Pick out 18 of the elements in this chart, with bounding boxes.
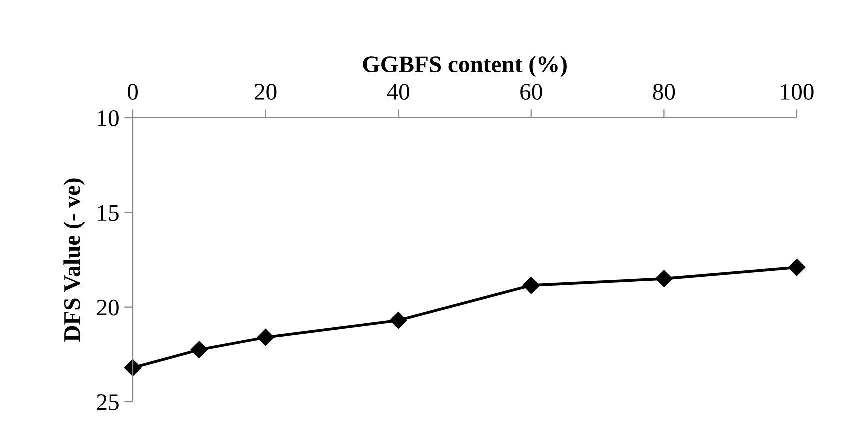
x-tick-label: 60 bbox=[520, 84, 542, 100]
x-tick-label: 100 bbox=[781, 84, 814, 100]
point bbox=[257, 329, 274, 346]
x-tick-label: 0 bbox=[128, 84, 138, 100]
y-axis-title: DFS Value (- ve) bbox=[64, 178, 86, 342]
y-tick-label: 10 bbox=[98, 110, 119, 126]
y-tick-label: 20 bbox=[97, 300, 119, 316]
point bbox=[522, 277, 540, 294]
y-tick-label: 15 bbox=[98, 205, 119, 222]
point bbox=[656, 270, 673, 288]
y-tick-label: 25 bbox=[97, 394, 119, 410]
point bbox=[390, 312, 408, 330]
point bbox=[190, 341, 208, 358]
x-tick-label: 20 bbox=[255, 84, 277, 100]
x-tick-label: 80 bbox=[653, 84, 676, 100]
x-axis-title: GGBFS content (%) bbox=[363, 56, 567, 78]
point bbox=[788, 259, 806, 276]
x-tick-label: 40 bbox=[387, 84, 410, 100]
